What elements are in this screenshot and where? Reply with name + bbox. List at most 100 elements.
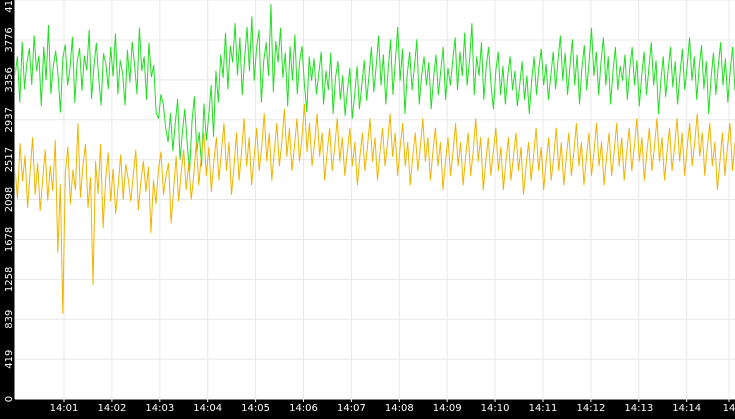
data-point-orange — [173, 189, 174, 190]
data-point-green — [79, 48, 80, 49]
data-point-orange — [264, 113, 265, 114]
data-point-orange — [712, 166, 713, 167]
data-point-orange — [694, 142, 695, 143]
data-point-orange — [25, 155, 26, 156]
data-point-orange — [269, 132, 270, 133]
data-point-green — [41, 106, 42, 107]
data-point-orange — [433, 151, 434, 152]
data-point-orange — [402, 123, 403, 124]
data-point-green — [266, 42, 267, 43]
data-point-green — [232, 62, 233, 63]
data-point-green — [562, 80, 563, 81]
data-point-orange — [183, 149, 184, 150]
data-point-orange — [581, 142, 582, 143]
data-point-orange — [536, 128, 537, 129]
data-point-green — [648, 68, 649, 69]
x-tick-label: 14:09 — [433, 403, 462, 414]
data-point-orange — [478, 161, 479, 162]
data-point-orange — [594, 151, 595, 152]
data-point-green — [548, 99, 549, 100]
data-point-orange — [360, 156, 361, 157]
data-point-orange — [619, 166, 620, 167]
data-point-orange — [123, 199, 124, 200]
data-point-orange — [118, 185, 119, 186]
data-point-green — [524, 99, 525, 100]
data-point-orange — [458, 166, 459, 167]
data-point-green — [127, 50, 128, 51]
data-point-green — [364, 60, 365, 61]
data-point-green — [699, 68, 700, 69]
data-point-orange — [390, 113, 391, 114]
data-point-orange — [704, 175, 705, 176]
data-point-green — [259, 30, 260, 31]
data-point-green — [579, 104, 580, 105]
data-point-green — [378, 35, 379, 36]
data-point-green — [340, 99, 341, 100]
data-point-orange — [443, 189, 444, 190]
data-point-green — [369, 75, 370, 76]
data-point-green — [720, 42, 721, 43]
data-point-green — [172, 150, 173, 151]
data-point-orange — [490, 175, 491, 176]
data-point-green — [474, 94, 475, 95]
data-point-orange — [573, 151, 574, 152]
data-point-green — [86, 70, 87, 71]
data-point-orange — [677, 118, 678, 119]
data-point-orange — [125, 164, 126, 165]
data-point-orange — [475, 118, 476, 119]
data-point-green — [732, 47, 733, 48]
data-point-green — [91, 98, 92, 99]
data-point-green — [278, 62, 279, 63]
data-point-orange — [349, 128, 350, 129]
data-point-green — [443, 47, 444, 48]
data-point-green — [120, 60, 121, 61]
data-point-orange — [601, 142, 602, 143]
y-tick-label: 2937 — [4, 107, 15, 132]
data-point-green — [541, 49, 542, 50]
data-point-green — [27, 62, 28, 63]
data-point-green — [684, 90, 685, 91]
data-point-orange — [551, 180, 552, 181]
data-point-green — [323, 104, 324, 105]
data-point-orange — [493, 151, 494, 152]
data-point-orange — [667, 151, 668, 152]
data-point-green — [500, 94, 501, 95]
data-point-green — [302, 46, 303, 47]
data-point-green — [570, 66, 571, 67]
data-point-orange — [191, 199, 192, 200]
data-point-green — [682, 49, 683, 50]
data-point-orange — [702, 132, 703, 133]
data-point-green — [455, 37, 456, 38]
data-point-orange — [397, 175, 398, 176]
data-point-green — [101, 105, 102, 106]
data-point-orange — [513, 156, 514, 157]
data-point-orange — [526, 166, 527, 167]
data-point-green — [273, 91, 274, 92]
x-tick-label: 14:14 — [672, 403, 701, 414]
data-point-green — [436, 54, 437, 55]
data-point-orange — [400, 147, 401, 148]
data-point-green — [366, 100, 367, 101]
data-point-orange — [626, 151, 627, 152]
data-point-orange — [27, 207, 28, 208]
data-point-orange — [196, 142, 197, 143]
data-point-green — [98, 78, 99, 79]
data-point-orange — [392, 156, 393, 157]
x-tick-label: 14:02 — [97, 403, 126, 414]
data-point-green — [17, 56, 18, 57]
data-point-green — [723, 85, 724, 86]
data-point-orange — [425, 161, 426, 162]
data-point-green — [694, 56, 695, 57]
data-point-orange — [558, 170, 559, 171]
data-point-orange — [599, 166, 600, 167]
data-point-orange — [422, 118, 423, 119]
data-point-green — [125, 105, 126, 106]
data-point-green — [299, 61, 300, 62]
data-point-green — [283, 77, 284, 78]
data-point-green — [660, 80, 661, 81]
data-point-green — [62, 57, 63, 58]
data-point-orange — [271, 180, 272, 181]
data-point-green — [204, 103, 205, 104]
data-point-orange — [508, 137, 509, 138]
